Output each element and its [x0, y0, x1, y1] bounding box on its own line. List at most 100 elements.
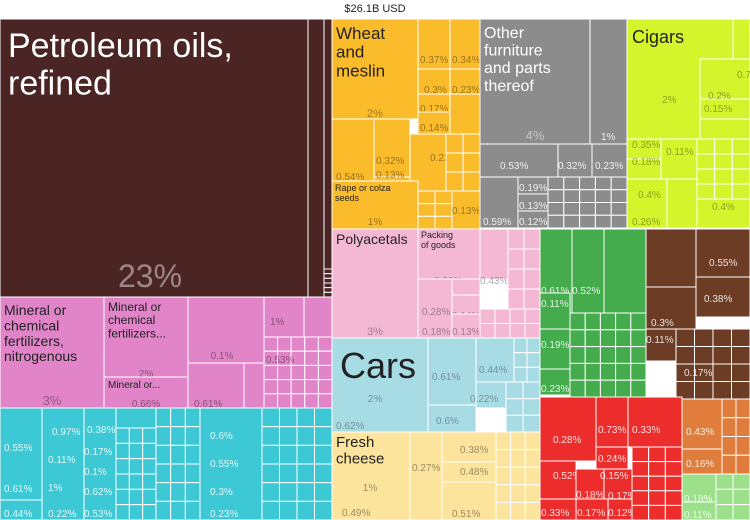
value-label: 0.23% — [541, 384, 569, 395]
small-tile — [261, 426, 280, 446]
small-tile — [631, 446, 650, 463]
small-tile — [507, 288, 525, 310]
small-tile — [547, 202, 565, 216]
small-tile — [507, 248, 525, 270]
small-tile — [314, 407, 333, 428]
small-tile — [526, 352, 541, 368]
value-label: 0.62% — [84, 487, 112, 498]
small-tile — [417, 215, 436, 230]
small-tile — [675, 381, 695, 400]
small-tile — [142, 488, 157, 506]
tile-fresh-cheese — [331, 431, 411, 520]
tile — [595, 396, 629, 448]
tile — [571, 228, 605, 314]
small-tile — [142, 442, 157, 460]
value-label: 0.12% — [608, 508, 636, 519]
value-label: 0.17% — [684, 368, 712, 379]
tile-label-cars: Cars — [340, 345, 416, 386]
small-tile — [462, 171, 481, 192]
small-tile — [715, 504, 734, 520]
small-tile — [584, 346, 601, 364]
small-tile — [731, 346, 750, 365]
small-tile — [569, 379, 586, 398]
small-tile — [263, 393, 279, 409]
small-tile — [675, 328, 695, 347]
value-label: 2% — [368, 394, 383, 405]
value-label-petroleum: 23% — [118, 258, 182, 294]
small-tile — [648, 475, 666, 492]
small-tile — [279, 426, 298, 446]
small-tile — [522, 398, 541, 416]
small-tile — [715, 473, 734, 490]
value-label: 0.61% — [194, 399, 222, 410]
small-tile — [115, 473, 130, 490]
small-tile — [526, 366, 541, 383]
value-label: 0.79% — [737, 70, 750, 81]
small-tile — [696, 168, 716, 185]
small-tile — [731, 183, 750, 200]
tile — [441, 431, 497, 463]
small-tile — [712, 346, 732, 365]
small-tile — [712, 363, 732, 382]
small-tile — [594, 214, 612, 229]
tile — [373, 118, 411, 178]
small-tile — [494, 308, 511, 324]
small-tile — [524, 323, 541, 339]
small-tile — [513, 352, 528, 368]
tile-label-cigars: Cigars — [632, 27, 684, 47]
small-tile — [509, 323, 526, 339]
value-label: 0.97% — [52, 427, 80, 438]
small-tile — [563, 176, 581, 191]
small-tile — [648, 490, 666, 506]
value-label: 0.6% — [210, 431, 233, 442]
value-label: 0.22% — [48, 509, 76, 520]
small-tile — [314, 463, 333, 484]
value-label: 0.13% — [452, 206, 480, 217]
value-label: 0.24% — [598, 454, 626, 465]
small-tile — [569, 312, 586, 331]
value-label: 2% — [367, 108, 383, 120]
small-tile — [579, 214, 596, 229]
small-tile — [599, 362, 617, 381]
value-label: 0.28% — [422, 307, 450, 318]
small-tile — [495, 431, 512, 451]
tile — [303, 296, 333, 338]
small-tile — [142, 504, 157, 520]
small-tile — [694, 381, 714, 400]
tile-label-petroleum: Petroleum oils, refined — [8, 27, 233, 102]
small-tile — [323, 277, 333, 284]
small-tile — [731, 153, 750, 170]
tile — [627, 396, 683, 448]
value-label: 0.16% — [686, 459, 714, 470]
small-tile — [261, 482, 280, 502]
small-tile — [323, 287, 333, 293]
tile — [603, 228, 647, 314]
tile — [539, 396, 597, 462]
small-tile — [510, 466, 526, 486]
small-tile — [317, 393, 333, 409]
value-label: 0.12% — [519, 217, 547, 228]
small-tile — [599, 346, 617, 364]
small-tile — [696, 153, 716, 170]
tile — [451, 278, 481, 296]
small-tile — [569, 329, 586, 348]
small-tile — [317, 364, 333, 381]
small-tile — [263, 336, 279, 352]
value-label: 0.4% — [638, 190, 661, 201]
tile — [479, 228, 509, 280]
small-tile — [170, 426, 186, 446]
small-tile — [495, 466, 512, 486]
small-tile — [731, 381, 750, 400]
value-label: 0.15% — [600, 471, 628, 482]
tile-other-furniture — [479, 19, 591, 145]
small-tile — [115, 442, 130, 460]
tile — [626, 178, 668, 229]
small-tile — [696, 183, 716, 200]
small-tile — [523, 228, 541, 250]
value-label: 0.37% — [420, 55, 448, 66]
small-tile — [584, 362, 601, 381]
small-tile — [615, 346, 632, 364]
value-label: 0.53% — [266, 355, 294, 366]
small-tile — [494, 323, 511, 339]
small-tile — [513, 366, 528, 383]
